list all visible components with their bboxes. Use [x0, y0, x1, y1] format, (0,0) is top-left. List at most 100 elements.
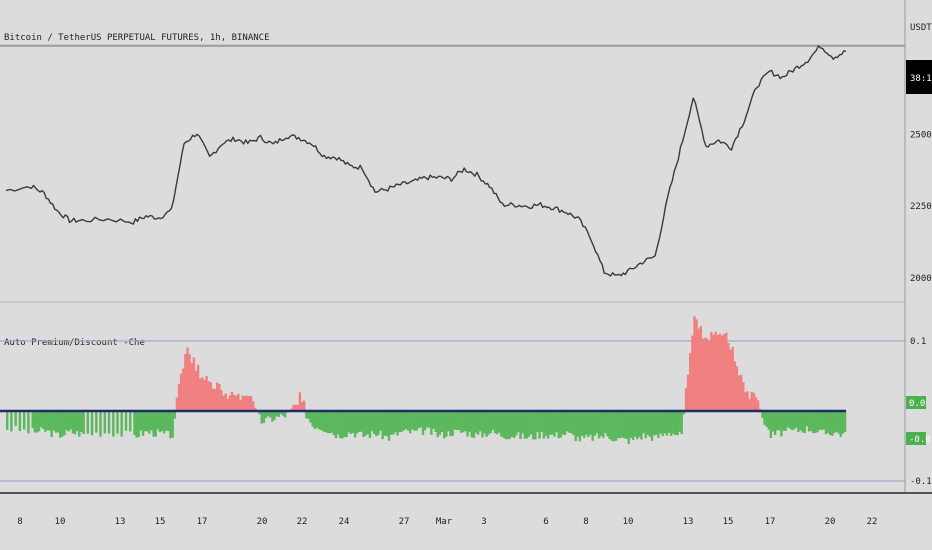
indicator-bar [676, 411, 679, 436]
indicator-bar [752, 392, 756, 411]
indicator-bar [684, 387, 688, 411]
indicator-bar [370, 411, 374, 432]
indicator-bar [650, 411, 654, 441]
indicator-bar [269, 411, 272, 418]
indicator-bar [440, 411, 444, 432]
indicator-bar [773, 411, 777, 436]
indicator-bar [137, 411, 140, 438]
indicator-bar [165, 411, 168, 431]
indicator-bar [750, 391, 753, 411]
indicator-bar [799, 411, 802, 431]
indicator-bar [674, 411, 677, 436]
indicator-bar [742, 382, 745, 411]
indicator-bar [95, 411, 98, 433]
indicator-bar [377, 411, 380, 435]
indicator-bar [283, 411, 287, 418]
indicator-bar [653, 411, 656, 436]
indicator-bar [542, 411, 546, 439]
indicator-bar [822, 411, 826, 430]
indicator-bar [831, 411, 834, 436]
indicator-bar [298, 392, 302, 411]
indicator-bar [296, 405, 299, 411]
indicator-bars [6, 316, 847, 444]
indicator-bar [260, 411, 263, 424]
indicator-bar [311, 411, 314, 427]
indicator-bar [224, 393, 227, 411]
indicator-bar [472, 411, 476, 438]
indicator-bar [415, 411, 418, 431]
indicator-bar [701, 338, 705, 411]
x-tick-label: 8 [17, 517, 22, 527]
indicator-bar [761, 411, 764, 418]
indicator-bar [633, 411, 637, 437]
indicator-bar [833, 411, 836, 433]
indicator-bar [230, 391, 234, 411]
indicator-bar [464, 411, 467, 432]
indicator-bar [563, 411, 567, 435]
indicator-bar [275, 411, 278, 417]
indicator-bar [175, 397, 179, 411]
indicator-bar [725, 332, 728, 411]
indicator-bar [394, 411, 397, 433]
indicator-bar [451, 411, 454, 436]
indicator-bar [252, 401, 255, 411]
price-pane[interactable]: Bitcoin / TetherUS PERPETUAL FUTURES, 1h… [0, 33, 905, 277]
indicator-bar [373, 411, 376, 434]
indicator-bar [572, 411, 575, 436]
indicator-bar [449, 411, 452, 437]
indicator-bar [731, 347, 734, 411]
indicator-bar [59, 411, 62, 438]
indicator-bar [334, 411, 338, 439]
indicator-bar [812, 411, 815, 434]
indicator-bar [816, 411, 819, 433]
indicator-bar [48, 411, 51, 431]
indicator-bar [665, 411, 669, 436]
indicator-bar [835, 411, 838, 432]
indicator-bar [803, 411, 806, 434]
indicator-bar [249, 396, 253, 411]
price-series-line[interactable] [5, 45, 847, 277]
x-tick-label: 17 [197, 517, 208, 527]
x-tick-label: 22 [297, 517, 308, 527]
indicator-bar [723, 334, 726, 411]
indicator-bar [82, 411, 85, 434]
current-price-badge-text: 38:18 [910, 74, 932, 84]
indicator-bar [720, 335, 724, 411]
indicator-bar [387, 411, 391, 441]
indicator-bar [345, 411, 348, 438]
indicator-bar [281, 411, 285, 416]
indicator-bar [807, 411, 811, 432]
indicator-bar [504, 411, 507, 440]
indicator-value-label: 0.0 [909, 399, 925, 409]
indicator-bar [351, 411, 355, 434]
indicator-bar [788, 411, 792, 429]
indicator-bar [54, 411, 58, 433]
indicator-bar [67, 411, 70, 432]
indicator-bar [143, 411, 147, 432]
indicator-bar [661, 411, 664, 436]
indicator-bar [364, 411, 367, 436]
indicator-bar [203, 379, 206, 411]
indicator-pane[interactable]: Auto Premium/Discount -Che [0, 316, 905, 482]
indicator-bar [419, 411, 422, 428]
indicator-bar [718, 333, 722, 411]
indicator-bar [672, 411, 675, 434]
indicator-bar [107, 411, 111, 434]
time-axis[interactable]: 8 10 13 15 17 20 22 24 27 Mar 3 6 8 10 13 15 17 20 22 [0, 492, 932, 550]
indicator-bar [375, 411, 378, 437]
indicator-bar [693, 316, 696, 411]
indicator-bar [209, 382, 212, 411]
indicator-bar [580, 411, 584, 436]
indicator-bar [805, 411, 809, 427]
indicator-bar [179, 373, 183, 411]
indicator-bar [392, 411, 395, 435]
indicator-bar [614, 411, 618, 441]
indicator-bar [648, 411, 652, 437]
indicator-bar [167, 411, 170, 431]
indicator-bar [746, 391, 749, 411]
indicator-bar [616, 411, 620, 439]
indicator-value-badge [906, 432, 926, 445]
indicator-bar [708, 341, 711, 411]
indicator-bar [561, 411, 565, 435]
